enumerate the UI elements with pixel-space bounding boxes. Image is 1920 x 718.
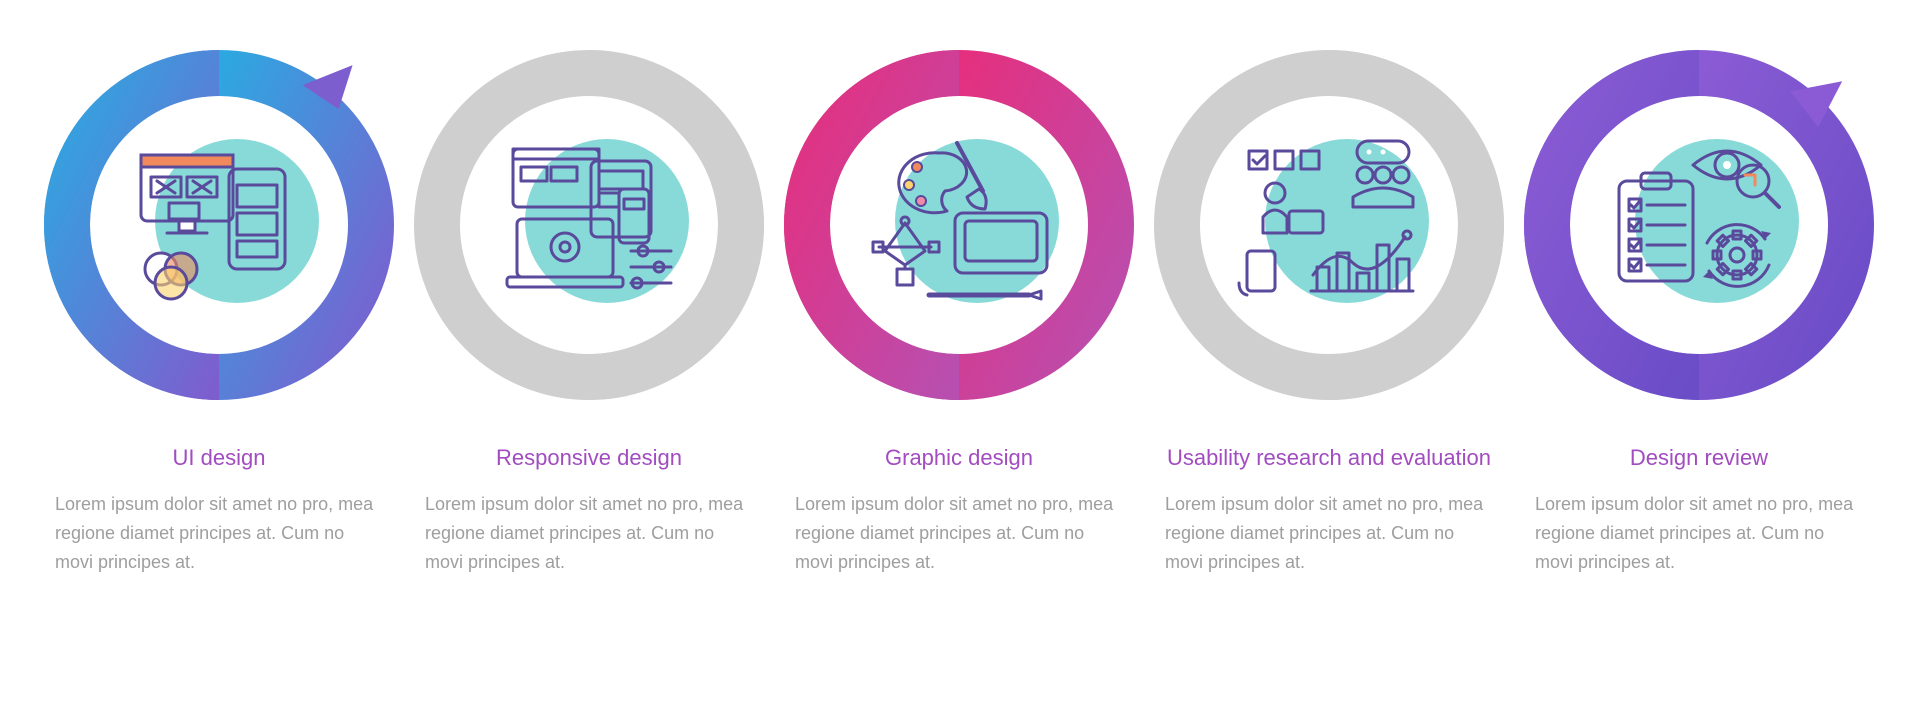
item-title: Graphic design bbox=[789, 430, 1129, 486]
ribbon-rings bbox=[0, 0, 1920, 460]
item-desc: Lorem ipsum dolor sit amet no pro, mea r… bbox=[1529, 486, 1869, 576]
infographic-item-0: UI designLorem ipsum dolor sit amet no p… bbox=[49, 430, 389, 576]
item-title: Design review bbox=[1529, 430, 1869, 486]
item-title: Usability research and evaluation bbox=[1159, 430, 1499, 486]
item-desc: Lorem ipsum dolor sit amet no pro, mea r… bbox=[1159, 486, 1499, 576]
item-desc: Lorem ipsum dolor sit amet no pro, mea r… bbox=[49, 486, 389, 576]
item-title: UI design bbox=[49, 430, 389, 486]
item-desc: Lorem ipsum dolor sit amet no pro, mea r… bbox=[789, 486, 1129, 576]
infographic-stage: UI designLorem ipsum dolor sit amet no p… bbox=[0, 0, 1920, 718]
item-title: Responsive design bbox=[419, 430, 759, 486]
infographic-item-2: Graphic designLorem ipsum dolor sit amet… bbox=[789, 430, 1129, 576]
infographic-item-4: Design reviewLorem ipsum dolor sit amet … bbox=[1529, 430, 1869, 576]
infographic-item-1: Responsive designLorem ipsum dolor sit a… bbox=[419, 430, 759, 576]
infographic-item-3: Usability research and evaluationLorem i… bbox=[1159, 430, 1499, 576]
item-desc: Lorem ipsum dolor sit amet no pro, mea r… bbox=[419, 486, 759, 576]
